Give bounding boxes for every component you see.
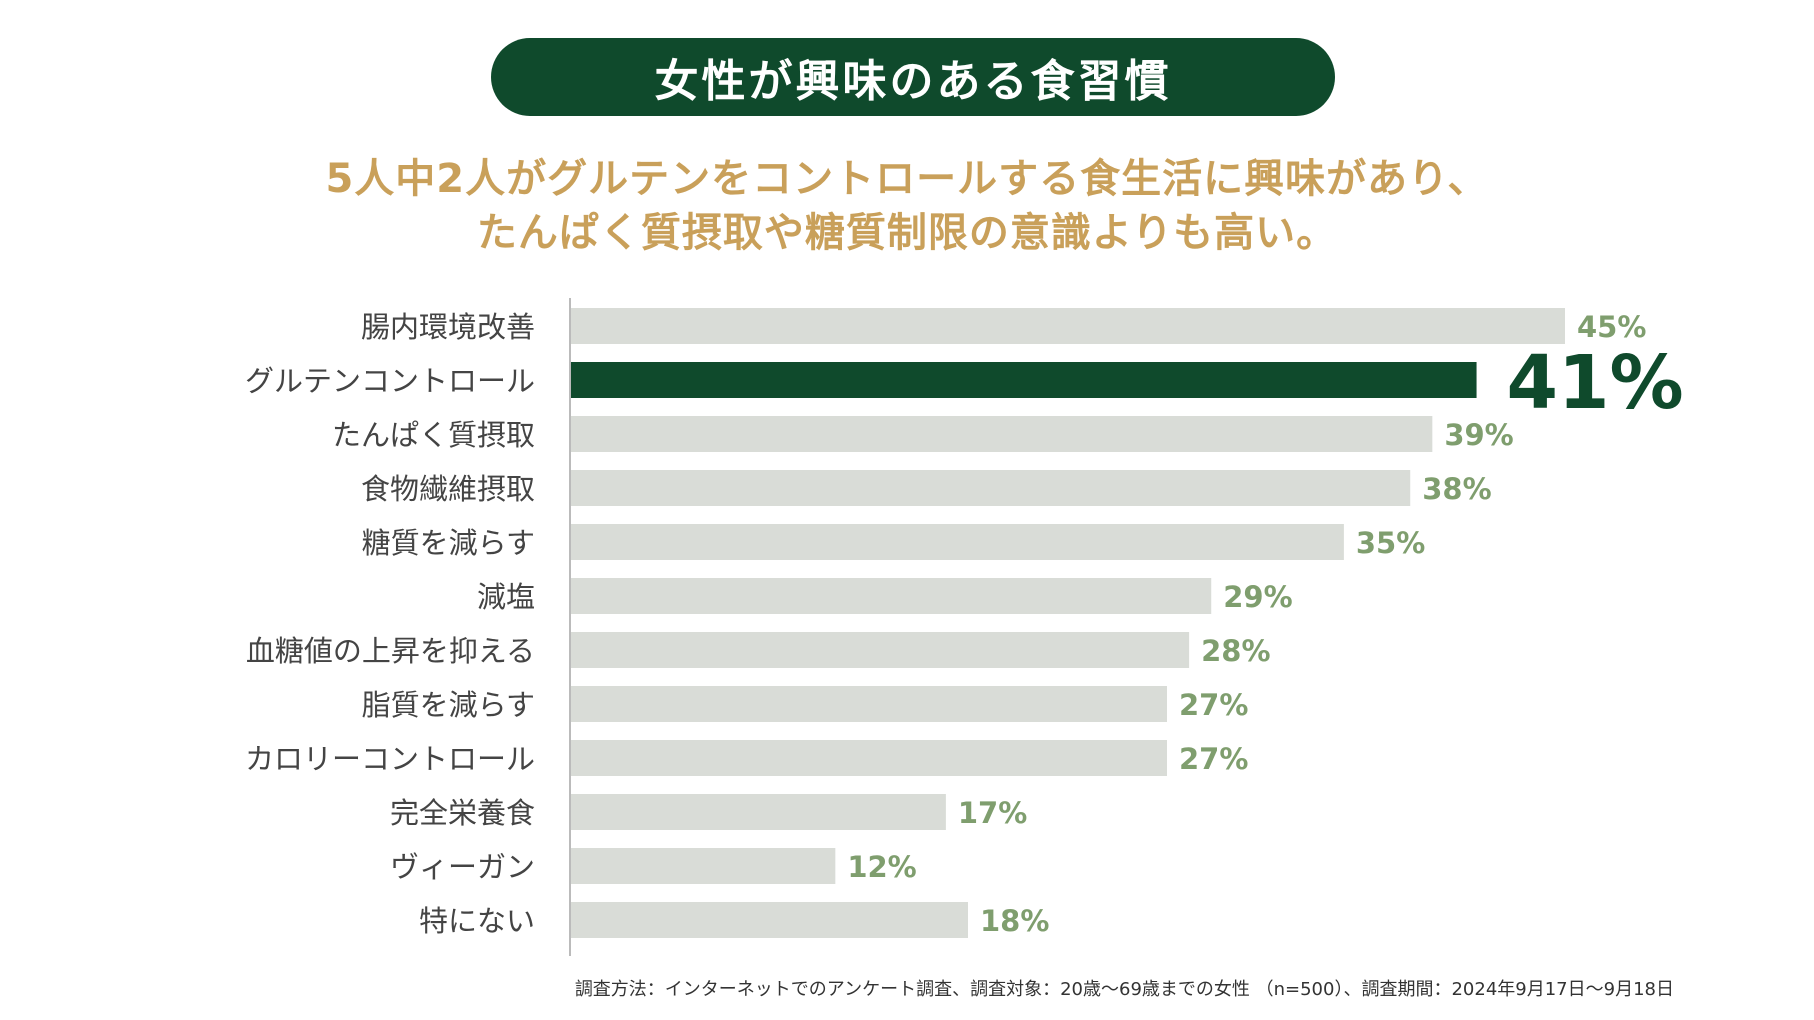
bar [570,794,946,830]
bar [570,578,1212,614]
category-label: 食物繊維摂取 [361,472,535,506]
bar-highlight [570,362,1477,398]
category-label: カロリーコントロール [245,742,535,776]
bar [570,848,836,884]
category-label: 脂質を減らす [362,688,535,722]
category-label: 腸内環境改善 [361,310,535,344]
value-label: 28% [1201,634,1270,668]
value-label: 45% [1577,310,1646,344]
bar [570,632,1190,668]
bar [570,416,1433,452]
bar [570,740,1167,776]
subtitle-line-1: 5人中2人がグルテンをコントロールする食生活に興味があり、 [325,156,1489,202]
category-label: グルテンコントロール [245,364,535,398]
subtitle-line-2: たんぱく質摂取や糖質制限の意識よりも高い。 [476,210,1338,256]
value-label: 38% [1422,472,1491,506]
category-label: たんぱく質摂取 [332,418,535,452]
survey-footnote: 調査方法：インターネットでのアンケート調査、調査対象：20歳〜69歳までの女性 … [574,979,1674,1000]
title-banner: 女性が興味のある食習慣 [491,38,1335,116]
page-title: 女性が興味のある食習慣 [654,56,1172,107]
category-label: 糖質を減らす [362,526,535,560]
value-label: 35% [1356,526,1425,560]
value-label: 29% [1223,580,1292,614]
bar [570,470,1411,506]
value-label: 17% [958,796,1027,830]
value-label: 39% [1444,418,1513,452]
category-label: 完全栄養食 [390,796,535,830]
bar [570,902,968,938]
value-label: 27% [1179,688,1248,722]
value-label: 27% [1179,742,1248,776]
bar [570,524,1344,560]
value-label: 18% [980,904,1049,938]
category-label: 特にない [419,904,535,938]
category-label: 減塩 [477,580,535,614]
value-label: 12% [847,850,916,884]
bar [570,686,1167,722]
category-label: ヴィーガン [390,850,535,884]
bar [570,308,1565,344]
category-label: 血糖値の上昇を抑える [246,634,535,668]
value-label-highlight: 41% [1507,340,1684,426]
